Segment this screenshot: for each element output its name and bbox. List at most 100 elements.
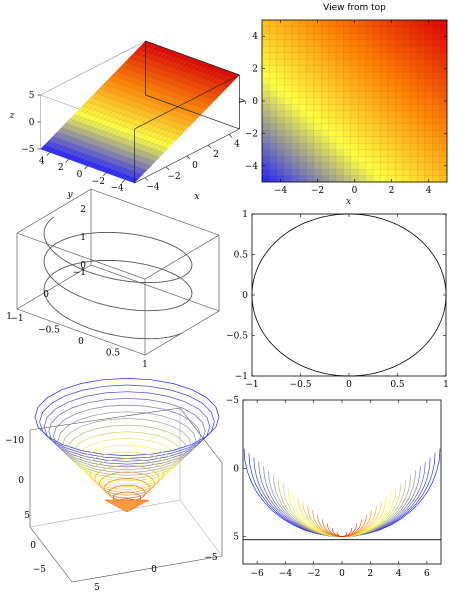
heatmap-cell (402, 65, 411, 73)
heatmap-cell (395, 110, 403, 118)
heatmap-cell (358, 162, 366, 170)
heatmap-cell (313, 142, 322, 150)
x-tick-label: −0.5 (38, 326, 60, 336)
heatmap-cell (439, 155, 448, 163)
heatmap-cell (261, 142, 270, 150)
heatmap-cell (417, 84, 426, 92)
heatmap-cell (298, 26, 307, 34)
heatmap-cell (284, 162, 292, 170)
box-edge (134, 74, 240, 130)
heatmap-cell (261, 155, 270, 163)
heatmap-cell (358, 32, 366, 40)
heatmap-cell (276, 136, 285, 144)
heatmap-cell (335, 45, 344, 53)
heatmap-cell (417, 110, 426, 118)
tick-mark (103, 172, 107, 177)
heatmap-cell (380, 45, 389, 53)
heatmap-cell (358, 136, 366, 144)
heatmap-cell (358, 168, 366, 176)
contour-line (277, 479, 407, 538)
heatmap-cell (328, 52, 337, 60)
heatmap-cell (276, 91, 285, 99)
heatmap-cell (358, 104, 366, 112)
heatmap-cell (424, 168, 433, 176)
heatmap-cell (328, 45, 337, 53)
contour-line (253, 457, 431, 538)
heatmap-cell (313, 136, 322, 144)
heatmap-cell (380, 162, 389, 170)
heatmap-cell (402, 91, 411, 99)
x-tick-label: 2 (213, 150, 219, 160)
heatmap-cell (284, 71, 292, 79)
heatmap-cell (409, 65, 418, 73)
heatmap-cell (321, 155, 329, 163)
heatmap-cell (284, 136, 292, 144)
heatmap-cell (424, 52, 433, 60)
heatmap-cell (306, 175, 315, 183)
heatmap-cell (328, 19, 337, 27)
heatmap-cell (284, 155, 292, 163)
plot-frame (251, 213, 447, 377)
contour-line (336, 532, 348, 538)
heatmap-cell (372, 45, 381, 53)
heatmap-cell (387, 71, 396, 79)
contour-line (273, 475, 411, 538)
heatmap-cell (335, 91, 344, 99)
heatmap-cell (284, 117, 292, 125)
heatmap-cell (409, 162, 418, 170)
heatmap-cell (424, 71, 433, 79)
heatmap-cell (328, 142, 337, 150)
heatmap-cell (343, 58, 352, 66)
heatmap-cell (321, 110, 329, 118)
contour-line (258, 461, 426, 538)
heatmap-cell (269, 32, 278, 40)
contour-line (263, 466, 421, 538)
heatmap-cell (439, 136, 448, 144)
heatmap-cell (343, 155, 352, 163)
box-edge (16, 188, 92, 234)
box-edge (90, 188, 220, 236)
heatmap-cell (298, 97, 307, 105)
contour-line (57, 411, 197, 471)
heatmap-cell (395, 19, 403, 27)
heatmap-cell (335, 149, 344, 157)
heatmap-cell (276, 162, 285, 170)
heatmap-cell (387, 65, 396, 73)
heatmap-cell (380, 52, 389, 60)
heatmap-cell (291, 175, 300, 183)
heatmap-cell (358, 142, 366, 150)
heatmap-cell (284, 32, 292, 40)
heatmap-cell (380, 32, 389, 40)
heatmap-cell (321, 91, 329, 99)
heatmap-cell (335, 142, 344, 150)
heatmap-cell (417, 32, 426, 40)
heatmap-cell (313, 26, 322, 34)
heatmap-cell (276, 97, 285, 105)
box-edge (179, 407, 223, 464)
heatmap-cell (432, 110, 440, 118)
heatmap-cell (432, 58, 440, 66)
heatmap-cell (321, 142, 329, 150)
heatmap-cell (424, 26, 433, 34)
heatmap-cell (284, 19, 292, 27)
contour-line (48, 398, 206, 465)
heatmap-cell (432, 91, 440, 99)
heatmap-cell (335, 71, 344, 79)
z-tick-label: −5 (21, 145, 35, 155)
heatmap-cell (402, 84, 411, 92)
heatmap-cell (372, 84, 381, 92)
box-edge (40, 40, 146, 96)
heatmap-cell (261, 149, 270, 157)
heatmap-cell (350, 39, 359, 47)
y-tick-label: 2 (58, 163, 64, 173)
heatmap-cell (387, 26, 396, 34)
heatmap-cell (432, 65, 440, 73)
heatmap-cell (343, 97, 352, 105)
heatmap-cell (306, 97, 315, 105)
heatmap-cell (424, 162, 433, 170)
y-tick-label: 4 (252, 32, 258, 42)
heatmap-cell (298, 58, 307, 66)
contour-line (71, 431, 183, 479)
heatmap-cell (417, 26, 426, 34)
circle-line (251, 213, 447, 377)
